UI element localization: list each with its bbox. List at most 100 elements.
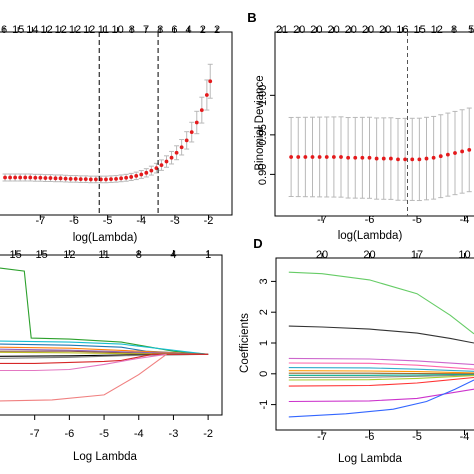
data-point <box>381 156 386 161</box>
panel-b: -7 -6 -5 -4 log(Lambda) 21 20 20 20 20 20 20 16 15 12 8… <box>247 10 474 242</box>
top-tick-label: 8 <box>157 24 163 36</box>
data-layer <box>0 267 209 402</box>
top-tick-label: 11 <box>98 24 109 36</box>
data-point <box>159 163 164 168</box>
data-layer <box>288 271 474 418</box>
data-point <box>119 176 123 181</box>
top-tick-label: 17 <box>411 249 423 261</box>
top-tick-label: 5 <box>468 24 474 36</box>
top-tick-label: 4 <box>186 24 192 36</box>
x-axis-title: log(Lambda) <box>338 230 403 242</box>
data-point <box>460 149 465 154</box>
coefficient-path <box>288 372 474 375</box>
data-point <box>114 176 118 181</box>
data-point <box>467 147 472 152</box>
data-point <box>199 108 204 113</box>
data-point <box>374 156 379 161</box>
data-point <box>324 155 329 159</box>
data-point <box>424 156 429 161</box>
coefficient-path <box>288 370 474 374</box>
coefficient-path <box>0 353 167 402</box>
x-tick-label: -7 <box>35 215 45 227</box>
data-point <box>410 157 415 162</box>
data-point <box>38 175 43 180</box>
data-point <box>396 157 400 162</box>
data-point <box>431 155 436 160</box>
data-point <box>124 175 129 180</box>
x-tick-label: -4 <box>134 428 144 440</box>
data-point <box>303 155 308 159</box>
data-point <box>93 177 98 182</box>
data-point <box>154 166 159 171</box>
x-tick-label: -2 <box>204 215 214 227</box>
coefficient-path <box>0 353 167 372</box>
data-point <box>13 175 18 180</box>
data-point <box>18 175 23 180</box>
data-point <box>417 157 422 162</box>
data-point <box>179 145 184 150</box>
data-point <box>63 176 68 181</box>
top-tick-label: 2 <box>214 24 220 36</box>
top-tick-label: 12 <box>40 24 52 36</box>
data-point <box>73 176 78 181</box>
top-tick-label: 20 <box>363 249 375 261</box>
x-tick-label: -6 <box>64 428 74 440</box>
y-axis-title: Binomial Deviance <box>254 75 266 170</box>
data-point <box>3 175 7 180</box>
top-tick-label: 20 <box>310 24 322 36</box>
top-tick-label: 20 <box>362 24 374 36</box>
top-tick-label: 8 <box>136 249 142 261</box>
plot-frame <box>0 31 233 216</box>
x-axis-title: Log Lambda <box>338 453 403 465</box>
y-tick-label: 1.00 <box>257 85 269 106</box>
data-point <box>194 120 199 125</box>
plot-frame <box>275 257 474 431</box>
top-tick-label: 1 <box>205 249 211 261</box>
data-point <box>169 155 174 160</box>
data-point <box>109 177 113 182</box>
top-tick-label: 10 <box>111 24 123 36</box>
top-tick-label: 20 <box>316 249 328 261</box>
x-tick-label: -4 <box>460 431 470 443</box>
y-tick-label: 0.95 <box>257 124 269 145</box>
panel-letter: B <box>247 10 256 25</box>
data-point <box>189 130 194 135</box>
data-point <box>129 175 134 179</box>
top-tick-label: 8 <box>129 24 135 36</box>
top-tick-label: 12 <box>63 249 75 261</box>
coefficient-path <box>288 362 474 370</box>
top-tick-label: 12 <box>69 24 81 36</box>
top-tick-label: 20 <box>345 24 357 36</box>
data-point <box>23 175 28 180</box>
coefficient-path <box>288 367 474 372</box>
data-point <box>339 155 343 159</box>
data-point <box>68 176 73 181</box>
x-axis-title: log(Lambda) <box>73 232 138 244</box>
top-tick-label: 15 <box>9 249 21 261</box>
top-tick-label: 21 <box>276 24 288 36</box>
data-point <box>43 176 48 180</box>
x-tick-label: -5 <box>99 428 109 440</box>
x-tick-label: -6 <box>365 431 375 443</box>
top-tick-label: 20 <box>293 24 305 36</box>
top-tick-label: 2 <box>200 24 206 36</box>
top-tick-label: 15 <box>12 24 24 36</box>
data-layer <box>288 32 472 216</box>
top-tick-label: 6 <box>171 24 177 36</box>
y-tick-label: 2 <box>258 309 270 315</box>
data-point <box>310 155 315 159</box>
x-tick-label: -5 <box>103 215 113 227</box>
data-point <box>164 159 169 164</box>
top-tick-label: 12 <box>431 24 443 36</box>
coefficient-path <box>288 379 474 418</box>
x-tick-label: -5 <box>412 214 422 226</box>
coefficient-path <box>288 376 474 387</box>
coefficient-path <box>0 353 209 364</box>
plot-frame <box>0 254 223 416</box>
data-point <box>445 152 450 157</box>
data-point <box>208 79 213 84</box>
data-point <box>53 176 58 181</box>
top-tick-label: 4 <box>170 249 176 261</box>
top-tick-label: 11 <box>98 249 109 261</box>
data-point <box>78 177 83 182</box>
